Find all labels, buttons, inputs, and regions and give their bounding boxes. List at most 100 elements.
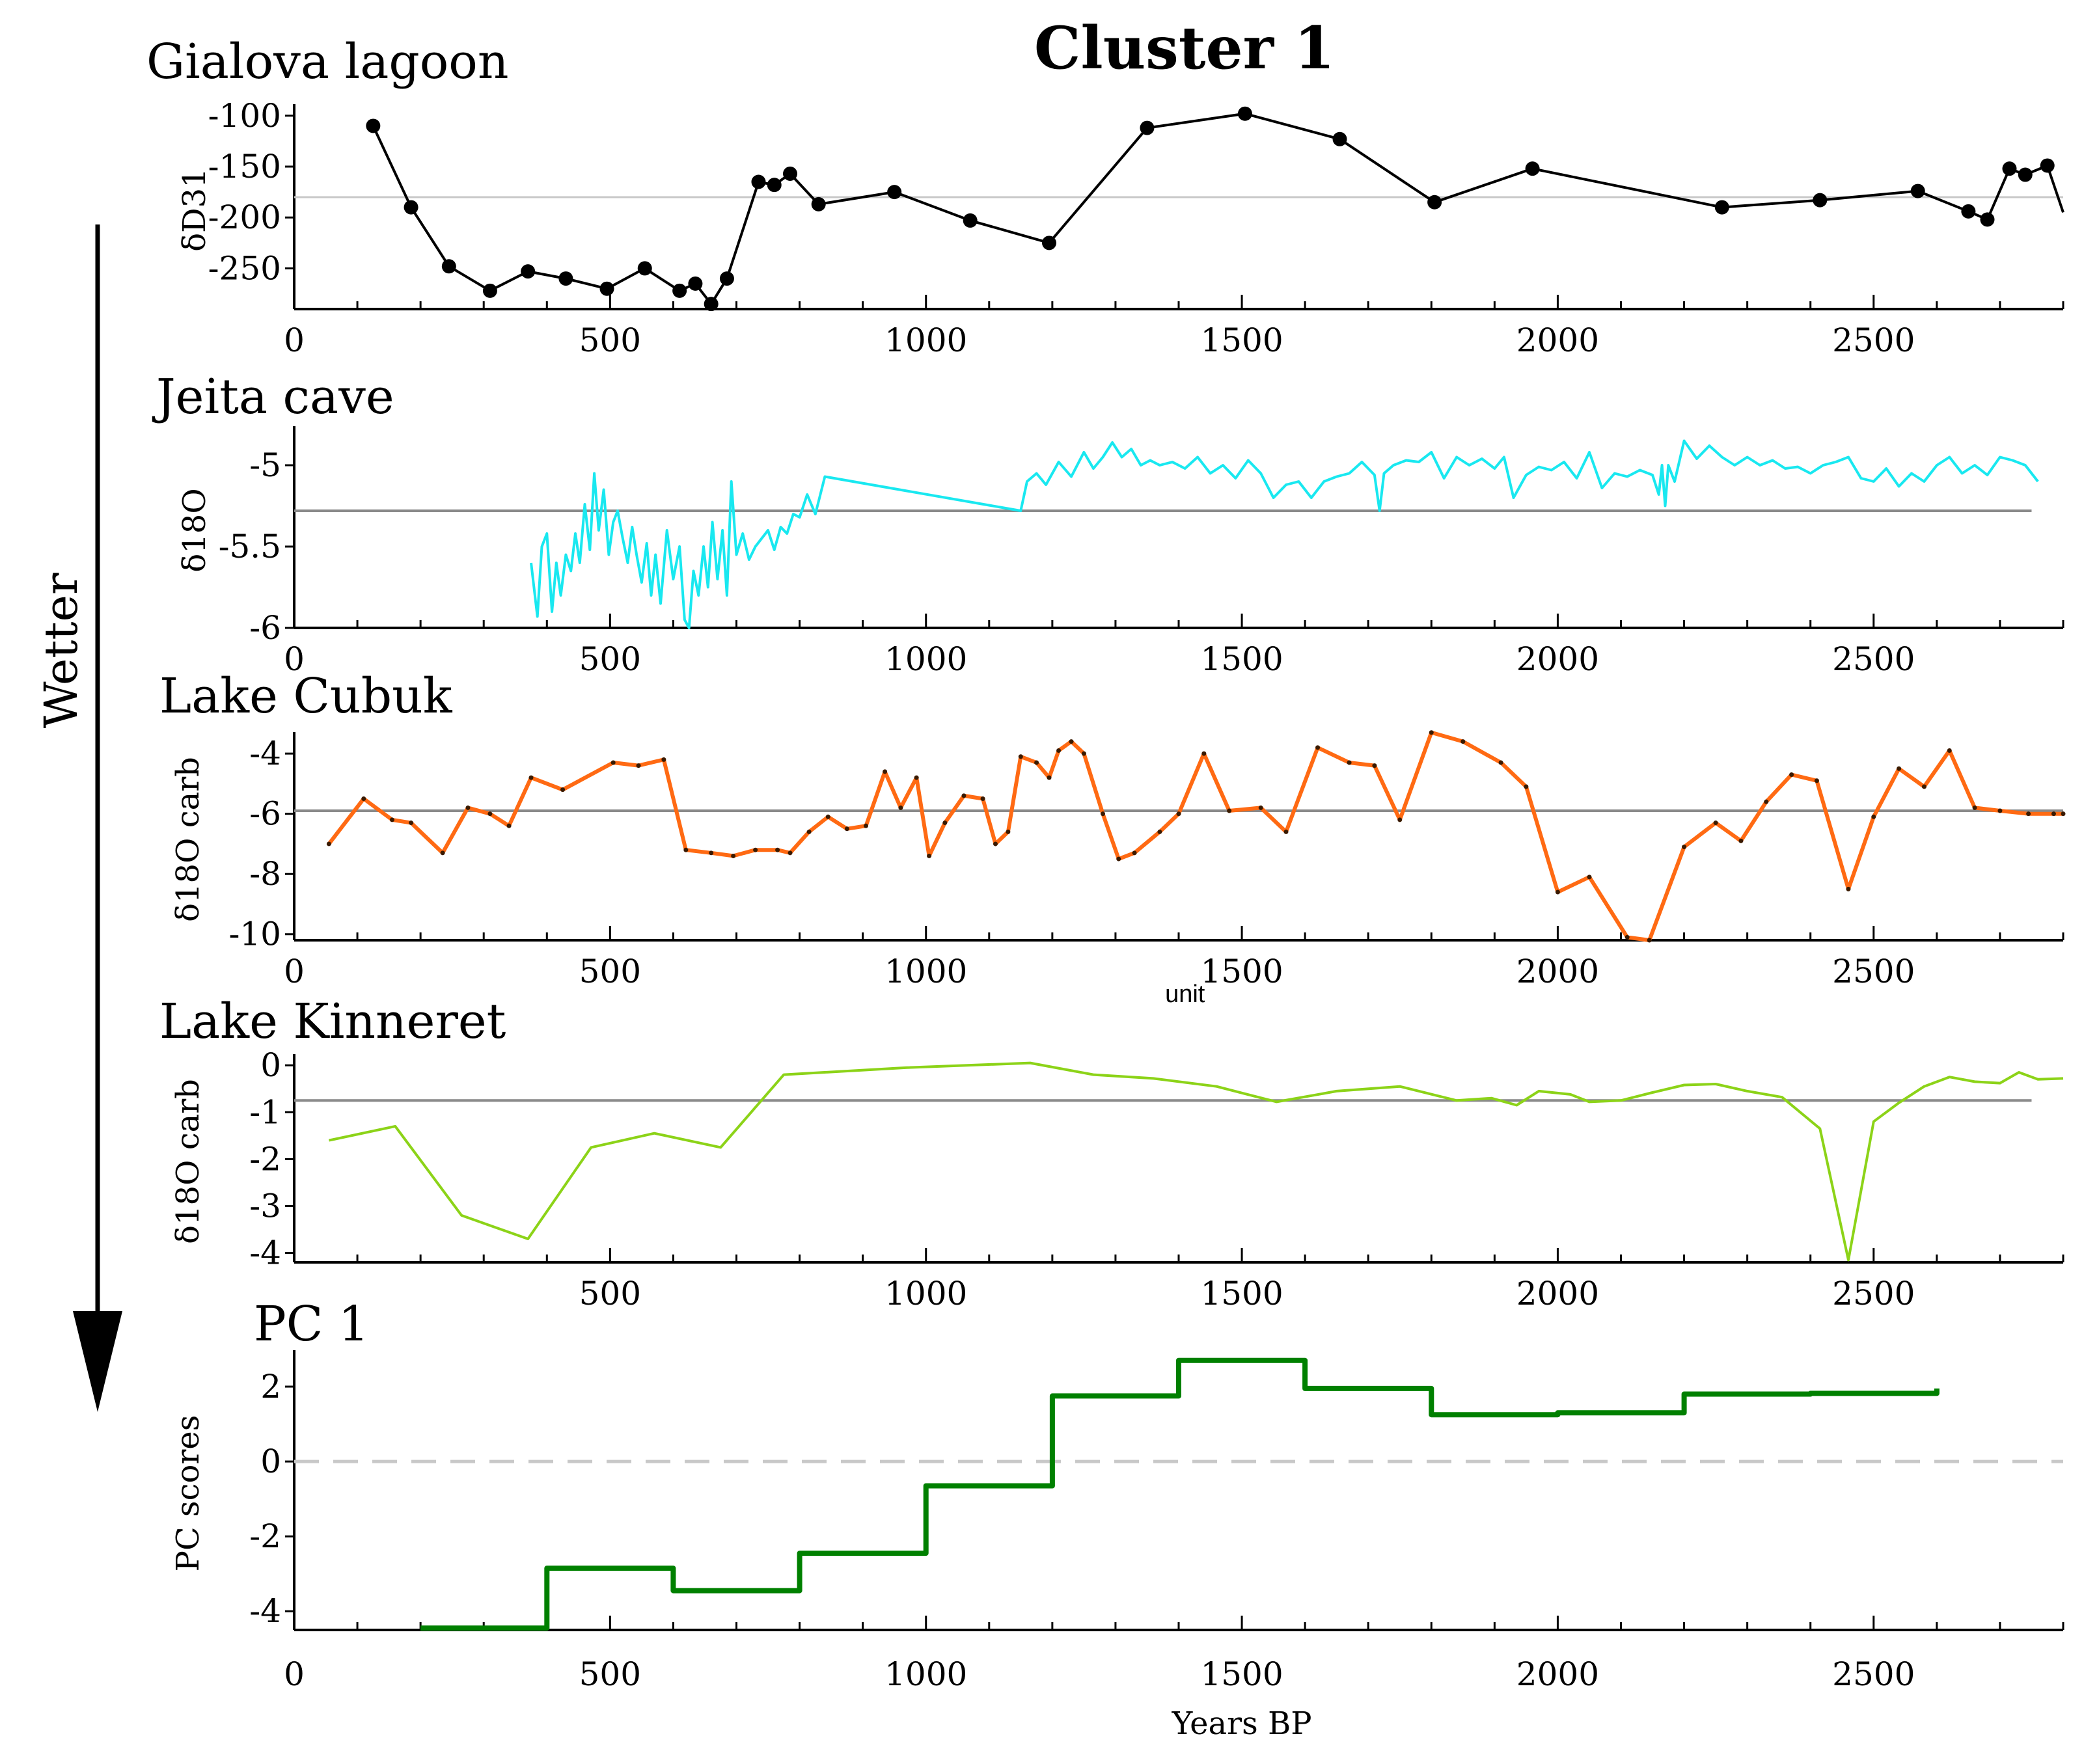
data-point [1372, 763, 1377, 768]
x-tick-label: 2000 [1516, 1655, 1599, 1693]
panel-title: Jeita cave [152, 369, 394, 425]
data-point [440, 850, 445, 856]
data-point [506, 823, 512, 828]
y-tick-label: -6 [249, 609, 281, 647]
data-point [1237, 106, 1252, 121]
wetter-label: Wetter [34, 573, 88, 728]
y-tick-label: -200 [208, 198, 281, 236]
data-point [1625, 934, 1630, 940]
data-point [788, 850, 793, 856]
x-axis-label: unit [1165, 981, 1205, 1008]
data-point [1910, 183, 1925, 198]
data-point [1157, 829, 1162, 834]
figure-title: Cluster 1 [1034, 14, 1335, 83]
data-point [1101, 811, 1106, 817]
data-point [1524, 784, 1529, 789]
data-point [863, 823, 868, 828]
series-line [327, 730, 2063, 942]
data-point [1347, 760, 1352, 765]
data-point [1069, 739, 1074, 744]
data-point [599, 281, 614, 296]
data-point [1647, 938, 1652, 943]
data-point [775, 847, 780, 852]
x-tick-label: 1500 [1200, 1275, 1283, 1312]
data-point [482, 283, 497, 298]
series-line [372, 112, 2064, 306]
data-point [1429, 730, 1434, 735]
data-point [961, 793, 967, 798]
data-point [688, 276, 703, 291]
data-point [844, 826, 849, 832]
x-tick-label: 1500 [1200, 1655, 1283, 1693]
data-point [1227, 808, 1232, 813]
data-point [1056, 748, 1062, 753]
data-point [1427, 195, 1442, 210]
data-point [825, 814, 830, 819]
data-point [637, 261, 652, 276]
data-point [1283, 829, 1289, 834]
data-point [2061, 811, 2066, 817]
y-tick-label: 0 [260, 1443, 281, 1480]
data-point [465, 805, 471, 810]
panel-4: Lake Kinneret δ18O carb 0 -1 -2 -3 -4 500 1000 15… [159, 994, 2064, 1312]
series-line [530, 439, 2039, 629]
data-point [1525, 161, 1540, 176]
data-point [731, 853, 736, 858]
y-tick-label: -4 [249, 735, 281, 772]
data-point [2018, 167, 2033, 182]
x-tick-label: 0 [284, 640, 305, 678]
data-point [1587, 875, 1592, 880]
data-point [1460, 739, 1466, 744]
x-tick-label: 0 [284, 321, 305, 359]
data-point [661, 757, 666, 762]
data-point [1789, 772, 1794, 778]
data-point [1682, 845, 1687, 850]
x-tick-label: 2500 [1832, 640, 1915, 678]
data-point [2051, 811, 2056, 817]
data-point [1947, 748, 1952, 753]
data-point [1081, 751, 1086, 756]
data-point [811, 197, 826, 211]
data-point [1047, 775, 1052, 780]
x-tick-label: 0 [284, 1655, 305, 1693]
data-point [914, 775, 919, 780]
data-point [1258, 805, 1263, 810]
data-point [409, 821, 414, 826]
data-point [487, 811, 493, 817]
data-point [326, 841, 331, 847]
data-point [1846, 886, 1851, 891]
panel-title: Lake Cubuk [159, 668, 453, 724]
data-point [2026, 811, 2031, 817]
x-tick-label: 2500 [1832, 953, 1915, 990]
x-tick-label: 1000 [884, 640, 967, 678]
y-tick-label: -4 [249, 1592, 281, 1630]
data-point [1116, 856, 1121, 862]
x-tick-label: 1000 [884, 321, 967, 359]
data-point [528, 775, 534, 780]
x-tick-label: 1500 [1200, 953, 1283, 990]
y-axis-label: δ18O carb [170, 1079, 206, 1244]
data-point [1018, 754, 1023, 759]
data-point [672, 283, 687, 298]
data-point [806, 829, 812, 834]
data-point [1997, 808, 2003, 813]
panel-3: Lake Cubuk δ18O carb -4 -6 -8 -100 500 1000 1500… [159, 668, 2066, 1008]
data-point [942, 821, 948, 826]
data-point [963, 213, 978, 228]
x-axis-label: Years BP [1172, 1705, 1312, 1742]
panel-title: PC 1 [254, 1296, 369, 1352]
data-point [1006, 829, 1011, 834]
y-tick-label: -1 [249, 1093, 281, 1131]
data-point [1980, 212, 1995, 227]
data-point [1498, 760, 1503, 765]
y-axis-label: PC scores [170, 1415, 206, 1572]
data-point [704, 297, 719, 312]
x-tick-label: 2500 [1832, 1655, 1915, 1693]
data-point [1714, 200, 1729, 215]
data-point [610, 760, 616, 765]
data-point [361, 796, 366, 802]
y-tick-label: 2 [260, 1368, 281, 1405]
data-point [683, 847, 689, 852]
data-point [898, 805, 903, 810]
